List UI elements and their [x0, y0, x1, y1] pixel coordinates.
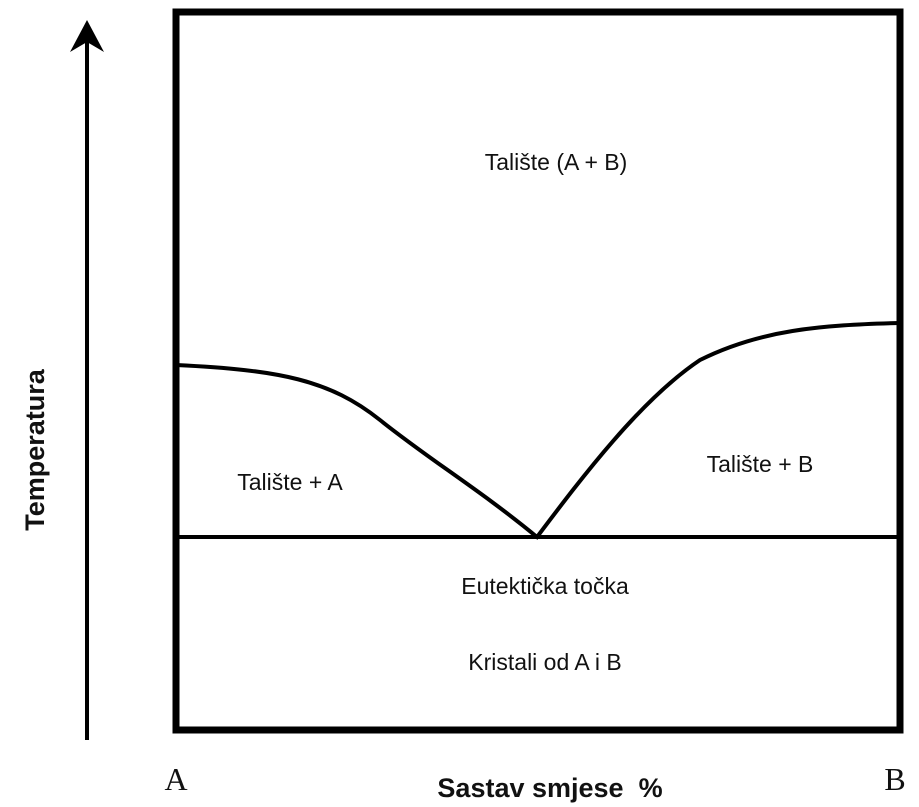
region-label: Talište + B	[707, 451, 814, 477]
region-label: Talište (A + B)	[485, 149, 628, 175]
y-axis-label: Temperatura	[20, 368, 50, 531]
x-axis-label: Sastav smjese %	[437, 773, 662, 803]
region-label: Kristali od A i B	[468, 649, 621, 675]
arrow-head	[70, 20, 104, 52]
liquidus-curve	[175, 321, 901, 540]
x-start-label: A	[164, 761, 187, 797]
diagram-frame	[172, 8, 904, 734]
region-label: Eutektička točka	[461, 573, 629, 599]
region-label: Talište + A	[237, 469, 343, 495]
x-end-label: B	[884, 761, 905, 797]
